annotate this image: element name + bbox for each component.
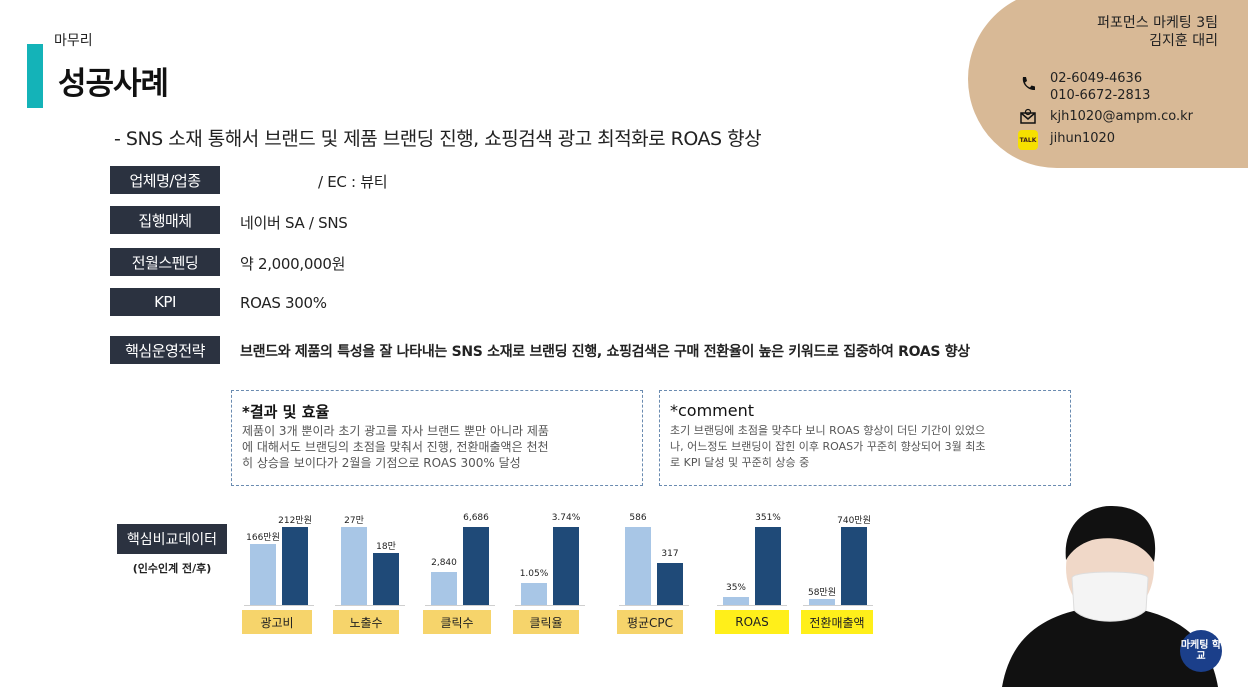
contact-email: kjh1020@ampm.co.kr <box>1050 109 1194 124</box>
title-accent-bar <box>27 44 43 108</box>
webcam-overlay <box>992 500 1228 687</box>
bar-before <box>431 571 457 605</box>
result-line: 히 상승을 보이다가 2월을 기점으로 ROAS 300% 달성 <box>242 456 521 470</box>
chart-axis-line <box>244 605 314 606</box>
comment-box: *comment 초기 브랜딩에 초점을 맞추다 보니 ROAS 향상이 더딘 … <box>659 390 1071 486</box>
contact-name: 김지훈 대리 <box>1149 33 1218 49</box>
phone-icon <box>1018 74 1038 94</box>
slide-subtitle: - SNS 소재 통해서 브랜드 및 제품 브랜딩 진행, 쇼핑검색 광고 최적… <box>114 128 762 150</box>
info-label-strategy: 핵심운영전략 <box>110 336 220 364</box>
bar-after <box>282 527 308 605</box>
info-value-kpi: ROAS 300% <box>240 294 327 312</box>
bar-after <box>553 527 579 605</box>
chart-axis-line <box>515 605 585 606</box>
channel-badge: 마케팅 학교 <box>1180 630 1222 672</box>
bar-after-label: 740만원 <box>837 516 871 526</box>
chart-label: 핵심비교데이터 <box>117 524 227 554</box>
category-label: 노출수 <box>333 610 399 634</box>
bar-before-label: 2,840 <box>431 557 457 568</box>
info-value-company: / EC : 뷰티 <box>318 173 388 191</box>
info-value-media: 네이버 SA / SNS <box>240 214 348 232</box>
comment-box-text: 초기 브랜딩에 초점을 맞추다 보니 ROAS 향상이 더딘 기간이 있었으 나… <box>670 423 985 471</box>
bar-before <box>341 527 367 605</box>
result-box: *결과 및 효율 제품이 3개 뿐이라 초기 광고를 자사 브랜드 뿐만 아니라… <box>231 390 643 486</box>
bar-before <box>809 598 835 605</box>
comment-line: 로 KPI 달성 및 꾸준히 상승 중 <box>670 456 810 469</box>
bar-after <box>463 527 489 605</box>
bar-before <box>250 543 276 605</box>
bar-after <box>373 553 399 605</box>
bar-after <box>841 527 867 605</box>
bar-before-label: 586 <box>629 513 647 523</box>
contact-card: 퍼포먼스 마케팅 3팀 김지훈 대리 02-6049-4636 010-6672… <box>968 0 1248 168</box>
bar-before-label: 35% <box>725 583 746 594</box>
bar-after-label: 3.74% <box>551 513 581 523</box>
bar-before-label: 166만원 <box>246 532 280 543</box>
bar-after-label: 317 <box>661 548 679 559</box>
bar-after-label: 18만 <box>376 542 396 552</box>
result-line: 제품이 3개 뿐이라 초기 광고를 자사 브랜드 뿐만 아니라 제품 <box>242 424 549 438</box>
result-box-text: 제품이 3개 뿐이라 초기 광고를 자사 브랜드 뿐만 아니라 제품 에 대해서… <box>242 423 549 471</box>
bar-before <box>723 597 749 605</box>
contact-phone-2: 010-6672-2813 <box>1050 88 1151 103</box>
result-box-title: *결과 및 효율 <box>242 403 330 421</box>
chart-axis-line <box>619 605 689 606</box>
bar-after-label: 6,686 <box>463 513 489 523</box>
comment-line: 나, 어느정도 브랜딩이 잡힌 이후 ROAS가 꾸준히 향상되어 3월 최초 <box>670 440 986 453</box>
bar-after <box>755 527 781 605</box>
contact-team: 퍼포먼스 마케팅 3팀 <box>1097 15 1218 31</box>
bar-before-label: 27만 <box>344 516 364 526</box>
chart-axis-line <box>425 605 495 606</box>
info-label-spending: 전월스펜딩 <box>110 248 220 276</box>
bar-after <box>657 562 683 605</box>
comment-line: 초기 브랜딩에 초점을 맞추다 보니 ROAS 향상이 더딘 기간이 있었으 <box>670 424 986 437</box>
bar-after-label: 212만원 <box>278 516 312 526</box>
comment-box-title: *comment <box>670 401 755 420</box>
bar-after-label: 351% <box>755 513 781 523</box>
category-label: 클릭수 <box>423 610 491 634</box>
chart-axis-line <box>717 605 787 606</box>
contact-kakao: jihun1020 <box>1050 131 1116 146</box>
category-label: 클릭율 <box>513 610 579 634</box>
kakaotalk-icon: TALK <box>1018 130 1038 150</box>
contact-phone-1: 02-6049-4636 <box>1050 71 1143 86</box>
bar-before-label: 58만원 <box>807 587 836 598</box>
info-value-strategy: 브랜드와 제품의 특성을 잘 나타내는 SNS 소재로 브랜딩 진행, 쇼핑검색… <box>240 344 970 360</box>
category-label: 평균CPC <box>617 610 683 634</box>
info-value-spending: 약 2,000,000원 <box>240 255 346 273</box>
bar-before <box>521 583 547 605</box>
chart-sublabel: (인수인계 전/후) <box>132 562 212 575</box>
bar-before <box>625 527 651 605</box>
info-label-kpi: KPI <box>110 288 220 316</box>
chart-axis-line <box>803 605 873 606</box>
page-title: 성공사례 <box>58 66 169 102</box>
section-label: 마무리 <box>54 33 93 49</box>
category-label: 광고비 <box>242 610 312 634</box>
info-label-company: 업체명/업종 <box>110 166 220 194</box>
mail-icon <box>1018 107 1038 127</box>
info-label-media: 집행매체 <box>110 206 220 234</box>
chart-axis-line <box>335 605 405 606</box>
category-label: ROAS <box>715 610 789 634</box>
bar-before-label: 1.05% <box>519 569 549 580</box>
category-label: 전환매출액 <box>801 610 873 634</box>
result-line: 에 대해서도 브랜딩의 초점을 맞춰서 진행, 전환매출액은 천천 <box>242 440 549 454</box>
